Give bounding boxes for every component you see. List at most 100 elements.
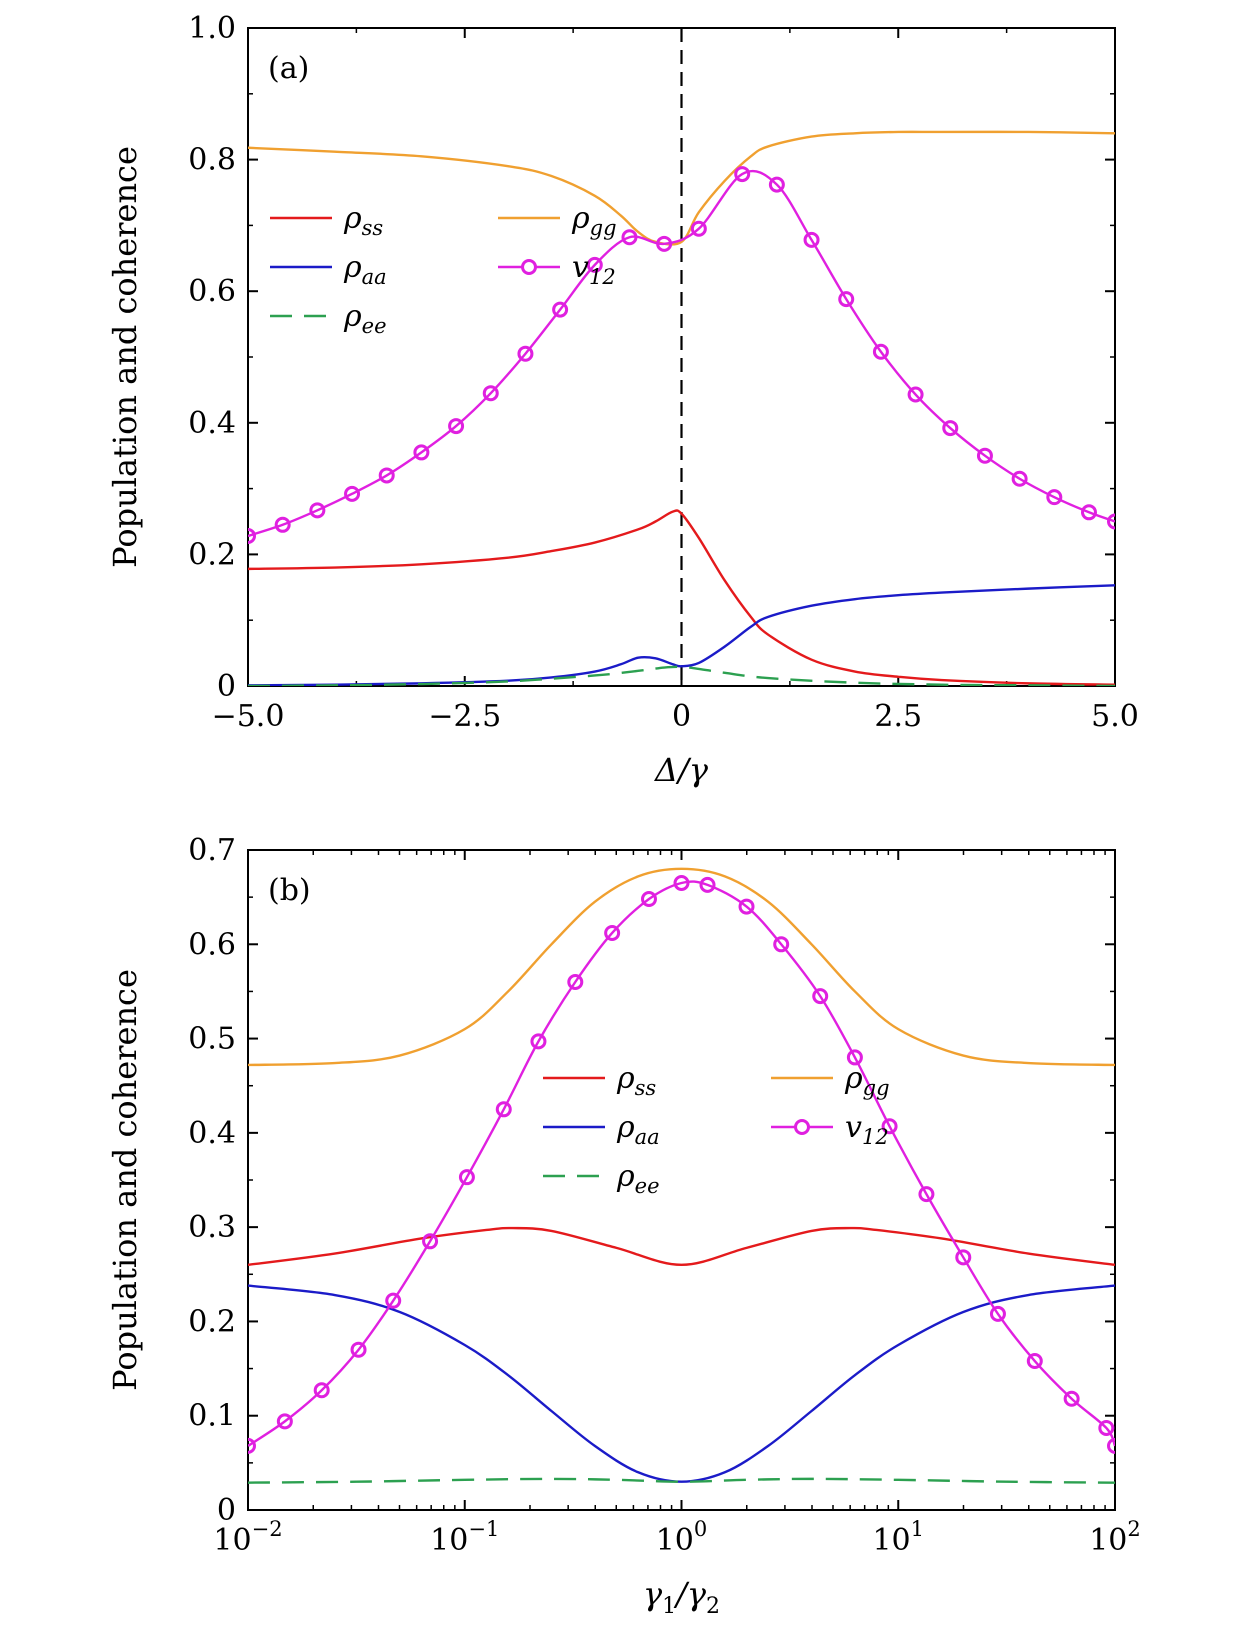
- plot-frame: [247, 849, 1116, 1511]
- data-point: [699, 876, 716, 893]
- series-ρ-gg: [248, 867, 1115, 1067]
- legend-entry-ρ-ee: ρee: [270, 299, 387, 338]
- legend-label-sub: ee: [362, 314, 387, 338]
- x-tick-label: 5.0: [1091, 699, 1139, 734]
- x-tick-exponent: 1: [911, 1517, 924, 1541]
- legend-entry-ρ-aa: ρaa: [270, 250, 387, 289]
- data-point: [942, 420, 959, 437]
- series-ρ-ss: [248, 1226, 1115, 1267]
- legend-label-sub: aa: [362, 265, 387, 289]
- legend-label-base: v: [572, 250, 589, 285]
- legend-label-base: ρ: [616, 1110, 635, 1145]
- panel-label: (a): [268, 51, 309, 86]
- data-point: [313, 1382, 330, 1399]
- data-point: [1011, 470, 1028, 487]
- y-axis-title: Population and coherence: [106, 969, 144, 1391]
- legend-label: ρgg: [571, 201, 617, 240]
- data-point: [1063, 1390, 1080, 1407]
- y-tick-label: 0.4: [188, 1116, 236, 1151]
- legend-label-base: ρ: [616, 1061, 635, 1096]
- data-point: [846, 1049, 863, 1066]
- data-point: [482, 385, 499, 402]
- y-tick-label: 0: [217, 669, 236, 704]
- legend-label-sub: 12: [589, 265, 616, 289]
- series-line: [248, 665, 1115, 686]
- legend-label: ρee: [616, 1159, 660, 1198]
- legend-marker: [794, 1119, 810, 1135]
- legend-label-sub: 12: [862, 1125, 889, 1149]
- data-point: [248, 527, 256, 544]
- data-point: [1107, 1437, 1115, 1454]
- legend-entry-v-12: v12: [771, 1110, 889, 1149]
- series-line: [248, 1477, 1115, 1484]
- legend-entry-ρ-gg: ρgg: [498, 201, 617, 240]
- x-tick-label: 2.5: [874, 699, 922, 734]
- data-point: [344, 485, 361, 502]
- x-tick-label: 10−2: [213, 1517, 282, 1558]
- legend-entry-v-12: v12: [498, 250, 616, 289]
- series-ρ-gg: [248, 130, 1115, 246]
- legend-label-base: ρ: [343, 299, 362, 334]
- panel-a: 0 0.2 0.4 0.6 0.8 1.0 −5.0 −2.5 0 2.5 5.0 (a) Popula…: [106, 11, 1139, 789]
- data-point: [1026, 1353, 1043, 1370]
- y-tick-label: 0.6: [188, 274, 236, 309]
- y-tick-label: 0: [217, 1493, 236, 1528]
- series-line: [248, 130, 1115, 246]
- x-title-gamma: γ: [643, 1575, 663, 1613]
- legend-label-base: ρ: [844, 1061, 863, 1096]
- plot-area: [248, 130, 1115, 686]
- x-tick-label: 0: [672, 699, 691, 734]
- x-title-sub: 1: [662, 1594, 676, 1619]
- data-point: [768, 176, 785, 193]
- data-point: [656, 235, 673, 252]
- data-point: [734, 166, 751, 183]
- y-tick-label: 0.2: [188, 537, 236, 572]
- legend-label-sub: ss: [635, 1076, 657, 1100]
- y-tick-label: 0.7: [188, 833, 236, 868]
- data-point: [989, 1305, 1006, 1322]
- data-point: [907, 386, 924, 403]
- data-point: [413, 444, 430, 461]
- data-point: [1098, 1419, 1115, 1436]
- data-point: [274, 516, 291, 533]
- legend-label-base: ρ: [343, 201, 362, 236]
- data-point: [673, 875, 690, 891]
- y-tick-label: 0.2: [188, 1304, 236, 1339]
- data-point: [838, 291, 855, 308]
- data-point: [567, 974, 584, 990]
- series-ρ-ee: [248, 1477, 1115, 1484]
- data-point: [1107, 513, 1115, 530]
- x-title-slash: /γ: [673, 1575, 707, 1613]
- x-tick-base: 10: [656, 1523, 694, 1558]
- legend-label-sub: gg: [863, 1076, 890, 1100]
- data-point: [621, 229, 638, 246]
- data-point: [1046, 489, 1063, 506]
- x-tick-base: 10: [872, 1523, 910, 1558]
- data-point: [517, 345, 534, 362]
- x-tick-label: 102: [1089, 1517, 1141, 1558]
- x-tick-base: 10: [213, 1523, 251, 1558]
- plot-area: [248, 867, 1115, 1484]
- legend-entry-ρ-ee: ρee: [543, 1159, 660, 1198]
- legend-marker: [521, 259, 537, 275]
- data-point: [738, 898, 755, 915]
- y-tick-label: 0.8: [188, 143, 236, 178]
- series-line: [248, 1284, 1115, 1483]
- data-point: [385, 1292, 402, 1309]
- legend-label: ρss: [616, 1061, 656, 1100]
- x-tick-exponent: −2: [252, 1517, 283, 1541]
- legend-label: v12: [572, 250, 616, 289]
- y-tick-label: 0.6: [188, 927, 236, 962]
- panel-label: (b): [268, 873, 311, 908]
- legend-entry-ρ-ss: ρss: [543, 1061, 656, 1100]
- data-point: [422, 1233, 439, 1250]
- series-line: [248, 584, 1115, 686]
- data-point: [773, 936, 790, 953]
- data-point: [586, 256, 603, 273]
- y-tick-label: 0.3: [188, 1210, 236, 1245]
- legend-label-base: ρ: [616, 1159, 635, 1194]
- data-point: [690, 220, 707, 237]
